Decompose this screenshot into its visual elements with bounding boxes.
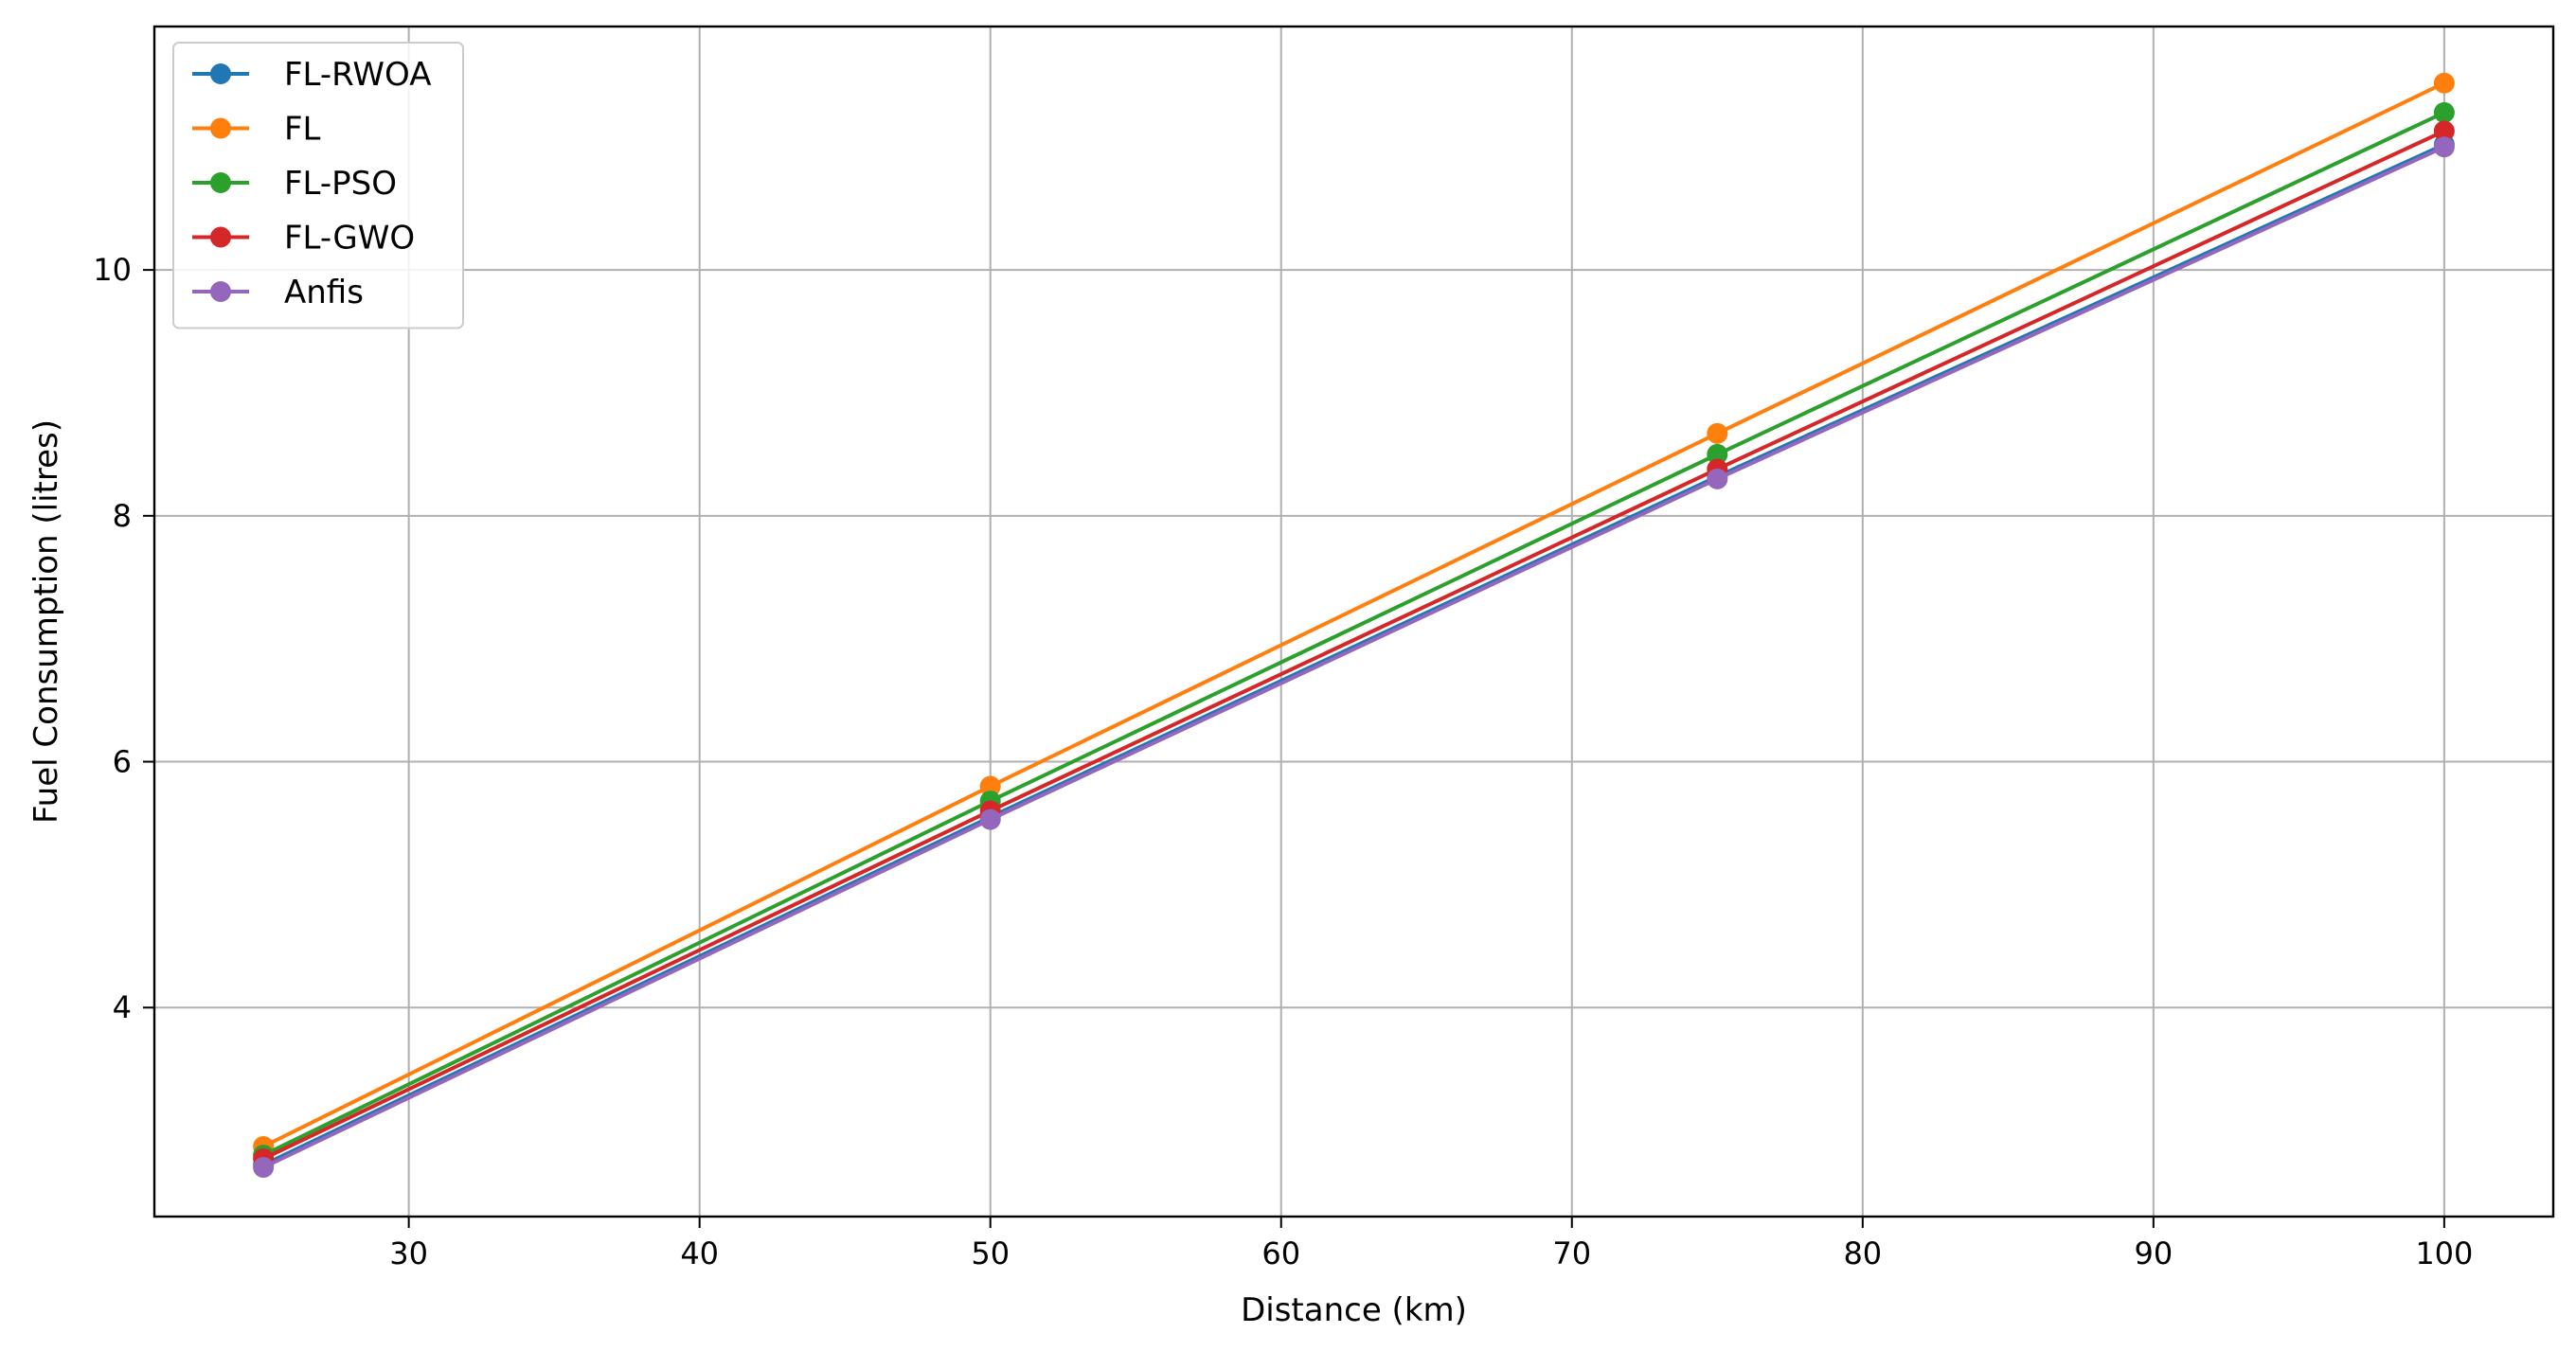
series-group [253,72,2455,1179]
y-tick-label: 4 [113,989,132,1025]
series-line [262,111,2445,1157]
data-point [2433,72,2455,94]
data-point [1707,443,1728,465]
grid [154,27,2553,1217]
legend-label: FL [284,111,321,149]
series-anfis [253,136,2455,1179]
x-tick-label: 50 [971,1235,1010,1271]
data-point [253,1157,275,1179]
legend-item: FL-GWO [192,220,415,258]
data-point [2433,120,2455,142]
series-fl-rwoa [253,133,2455,1176]
legend-item: Anfis [192,274,364,311]
data-point [979,809,1001,830]
data-point [1707,468,1728,489]
y-tick-label: 6 [113,744,132,780]
data-point [2433,136,2455,158]
x-tick-label: 40 [680,1235,719,1271]
legend-marker [210,63,231,84]
series-line [262,145,2445,1169]
legend-marker [210,117,231,139]
legend-marker [210,281,231,302]
data-point [979,775,1001,797]
legend-item: FL-PSO [192,165,397,203]
plot-area-frame [152,25,2555,1218]
y-tick-label: 10 [93,252,132,288]
legend-box [172,42,464,329]
x-tick-label: 100 [2415,1235,2473,1271]
data-point [2433,101,2455,123]
x-tick-label: 30 [389,1235,428,1271]
series-line [262,80,2445,1148]
legend-label: FL-PSO [284,165,397,203]
legend-item: FL-RWOA [192,56,431,94]
series-fl [253,72,2455,1157]
legend-label: FL-GWO [284,220,415,258]
legend: FL-RWOA FL FL-PSO FL-GWO Anfis [172,42,464,329]
y-tick-label: 8 [113,498,132,534]
x-axis-label: Distance (km) [1241,1291,1467,1329]
legend-label: FL-RWOA [284,56,431,94]
series-line [262,142,2445,1167]
legend-marker [210,172,231,193]
y-axis-label: Fuel Consumption (litres) [27,419,65,824]
x-tick-label: 80 [1843,1235,1882,1271]
axis-ticks: 30 40 50 60 70 80 90 100 4 6 8 10 [93,252,2473,1271]
series-line [262,129,2445,1161]
legend-label: Anfis [284,274,364,311]
x-tick-label: 70 [1552,1235,1591,1271]
legend-item: FL [192,111,321,149]
data-point [1707,422,1728,444]
legend-marker [210,226,231,248]
x-tick-label: 60 [1261,1235,1300,1271]
x-tick-label: 90 [2134,1235,2173,1271]
